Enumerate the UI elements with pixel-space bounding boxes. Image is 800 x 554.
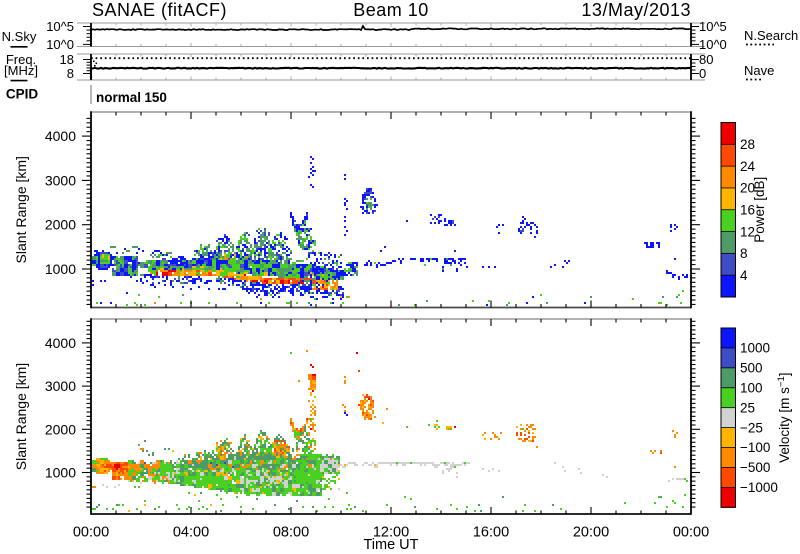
svg-text:Freq.: Freq.: [6, 52, 36, 67]
svg-text:08:00: 08:00: [273, 525, 309, 541]
svg-text:SANAE (fitACF): SANAE (fitACF): [92, 0, 227, 20]
svg-text:00:00: 00:00: [673, 525, 709, 541]
svg-text:500: 500: [740, 361, 763, 376]
svg-text:Nave: Nave: [744, 63, 774, 78]
svg-text:10^0: 10^0: [46, 37, 74, 52]
svg-text:Velocity [m s−1]: Velocity [m s−1]: [776, 372, 793, 462]
svg-text:3000: 3000: [45, 172, 76, 188]
svg-text:10^5: 10^5: [46, 19, 74, 34]
svg-text:Slant Range [km]: Slant Range [km]: [13, 156, 29, 263]
svg-text:0: 0: [699, 66, 706, 81]
svg-text:−1000: −1000: [740, 480, 778, 495]
svg-text:28: 28: [740, 137, 755, 152]
svg-text:−100: −100: [740, 440, 770, 455]
svg-text:13/May/2013: 13/May/2013: [581, 0, 691, 20]
svg-text:[MHz]: [MHz]: [4, 63, 38, 78]
svg-text:N.Sky: N.Sky: [2, 29, 37, 44]
svg-text:1000: 1000: [45, 261, 76, 277]
svg-text:24: 24: [740, 159, 756, 174]
svg-text:10^0: 10^0: [699, 37, 727, 52]
svg-text:normal 150: normal 150: [96, 90, 167, 105]
svg-text:12:00: 12:00: [373, 525, 409, 541]
svg-text:00:00: 00:00: [73, 525, 109, 541]
svg-text:2000: 2000: [45, 217, 76, 233]
svg-text:−25: −25: [740, 420, 763, 435]
svg-text:04:00: 04:00: [173, 525, 209, 541]
svg-text:8: 8: [67, 66, 74, 81]
svg-text:3000: 3000: [45, 378, 76, 394]
svg-text:100: 100: [740, 380, 763, 395]
svg-text:−500: −500: [740, 460, 770, 475]
svg-text:N.Search: N.Search: [744, 28, 798, 43]
svg-text:16:00: 16:00: [473, 525, 509, 541]
svg-text:10^5: 10^5: [699, 19, 727, 34]
svg-text:1000: 1000: [45, 465, 76, 481]
svg-text:20: 20: [740, 181, 755, 196]
svg-text:Time UT: Time UT: [363, 537, 418, 553]
svg-text:18: 18: [60, 52, 74, 67]
svg-text:80: 80: [699, 52, 713, 67]
svg-text:12: 12: [740, 224, 755, 239]
svg-text:1000: 1000: [740, 341, 770, 356]
svg-text:4000: 4000: [45, 335, 76, 351]
svg-text:25: 25: [740, 400, 755, 415]
svg-text:Beam 10: Beam 10: [353, 0, 429, 20]
svg-text:20:00: 20:00: [573, 525, 609, 541]
svg-text:4: 4: [740, 268, 748, 283]
svg-text:2000: 2000: [45, 421, 76, 437]
svg-text:4000: 4000: [45, 128, 76, 144]
svg-text:16: 16: [740, 202, 755, 217]
svg-text:Power [dB]: Power [dB]: [752, 177, 767, 243]
svg-text:Slant Range [km]: Slant Range [km]: [13, 363, 29, 470]
svg-text:8: 8: [740, 246, 748, 261]
svg-text:CPID: CPID: [6, 87, 39, 102]
